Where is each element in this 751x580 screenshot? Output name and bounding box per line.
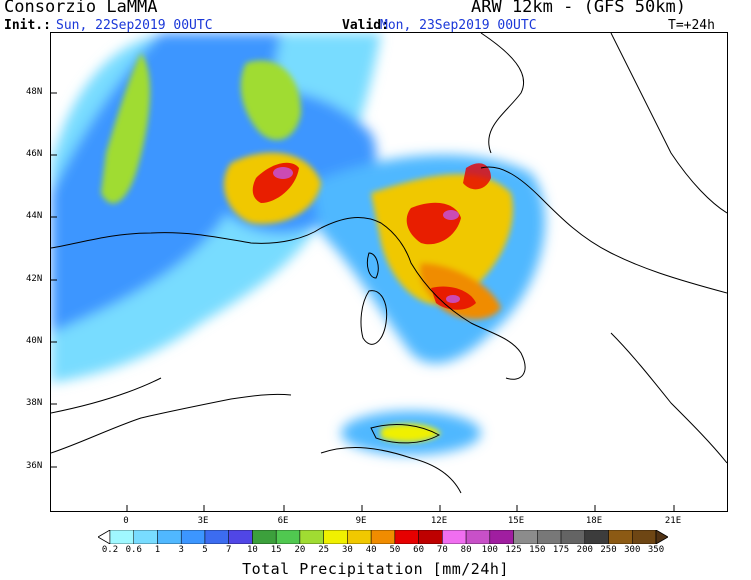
colorbar-threshold-label: 1 — [154, 545, 161, 555]
lon-label-15e: 15E — [507, 516, 525, 526]
colorbar-threshold-label: 175 — [552, 545, 570, 555]
colorbar-threshold-label: 30 — [341, 545, 353, 555]
colorbar-swatch — [228, 530, 253, 544]
init-value: Sun, 22Sep2019 00UTC — [56, 18, 213, 33]
colorbar-swatch — [347, 530, 372, 544]
colorbar-min-arrow — [98, 530, 111, 544]
valid-label: Valid: — [342, 18, 389, 33]
precip-field-heavy — [252, 162, 491, 310]
colorbar-title: Total Precipitation [mm/24h] — [242, 560, 509, 578]
colorbar-swatch — [537, 530, 562, 544]
lat-label-40n: 40N — [26, 336, 43, 346]
colorbar-swatch — [394, 530, 419, 544]
colorbar-swatch — [442, 530, 467, 544]
colorbar-swatch — [204, 530, 229, 544]
colorbar-threshold-label: 200 — [576, 545, 593, 555]
init-label: Init.: — [4, 18, 51, 33]
colorbar-threshold-label: 60 — [413, 545, 425, 555]
lat-label-46n: 46N — [26, 149, 43, 159]
colorbar-swatch — [370, 530, 396, 544]
colorbar-threshold-label: 7 — [225, 545, 232, 555]
colorbar-swatch — [133, 530, 158, 544]
lat-label-42n: 42N — [26, 274, 43, 284]
valid-value: Mon, 23Sep2019 00UTC — [380, 18, 537, 33]
colorbar-swatch — [323, 530, 348, 544]
lon-label-18e: 18E — [585, 516, 603, 526]
lon-label-9e: 9E — [355, 516, 367, 526]
colorbar-threshold-label: 20 — [294, 545, 306, 555]
colorbar-swatch — [299, 530, 324, 544]
lat-label-36n: 36N — [26, 461, 43, 471]
colorbar-swatch — [560, 530, 586, 544]
colorbar-threshold-label: 25 — [318, 545, 330, 555]
colorbar-threshold-label: 5 — [202, 545, 208, 555]
colorbar-threshold-label: 350 — [647, 545, 665, 555]
colorbar-threshold-label: 3 — [178, 545, 184, 555]
lon-label-0: 0 — [123, 516, 129, 526]
colorbar-threshold-label: 300 — [624, 545, 641, 555]
colorbar-threshold-label: 0.6 — [125, 545, 142, 555]
colorbar-max-arrow — [655, 530, 668, 544]
colorbar-threshold-label: 15 — [270, 545, 282, 555]
map-canvas — [51, 33, 727, 511]
colorbar-threshold-label: 10 — [247, 545, 258, 555]
graticule-ticks — [51, 92, 675, 511]
colorbar-swatch — [465, 530, 491, 544]
model-title: ARW 12km - (GFS 50km) — [471, 0, 686, 17]
precipitation-map — [50, 32, 728, 512]
lead-time: T=+24h — [668, 18, 715, 33]
colorbar-swatch — [584, 530, 609, 544]
lat-label-48n: 48N — [26, 87, 43, 97]
lat-label-44n: 44N — [26, 211, 43, 221]
lon-label-6e: 6E — [277, 516, 289, 526]
colorbar-swatch — [157, 530, 182, 544]
colorbar-swatch — [632, 530, 657, 544]
colorbar-threshold-label: 40 — [365, 545, 377, 555]
colorbar-swatch — [275, 530, 301, 544]
colorbar-threshold-label: 100 — [481, 545, 498, 555]
lat-label-38n: 38N — [26, 398, 43, 408]
colorbar-swatch — [180, 530, 206, 544]
colorbar-threshold-label: 80 — [460, 545, 472, 555]
colorbar-swatch — [252, 530, 277, 544]
colorbar-threshold-label: 125 — [505, 545, 522, 555]
lon-label-21e: 21E — [664, 516, 682, 526]
colorbar-swatch — [418, 530, 443, 544]
organization-title: Consorzio LaMMA — [4, 0, 158, 17]
colorbar-threshold-label: 70 — [436, 545, 448, 555]
lon-label-12e: 12E — [430, 516, 448, 526]
colorbar-swatch — [513, 530, 538, 544]
colorbar-swatch — [109, 530, 134, 544]
lon-label-3e: 3E — [197, 516, 209, 526]
colorbar-threshold-label: 0.2 — [101, 545, 119, 555]
coastlines — [51, 33, 727, 494]
colorbar-swatch — [489, 530, 514, 544]
colorbar-threshold-label: 50 — [389, 545, 401, 555]
colorbar-swatch — [608, 530, 633, 544]
colorbar — [98, 530, 668, 544]
colorbar-threshold-label: 250 — [600, 545, 617, 555]
colorbar-threshold-label: 150 — [529, 545, 546, 555]
